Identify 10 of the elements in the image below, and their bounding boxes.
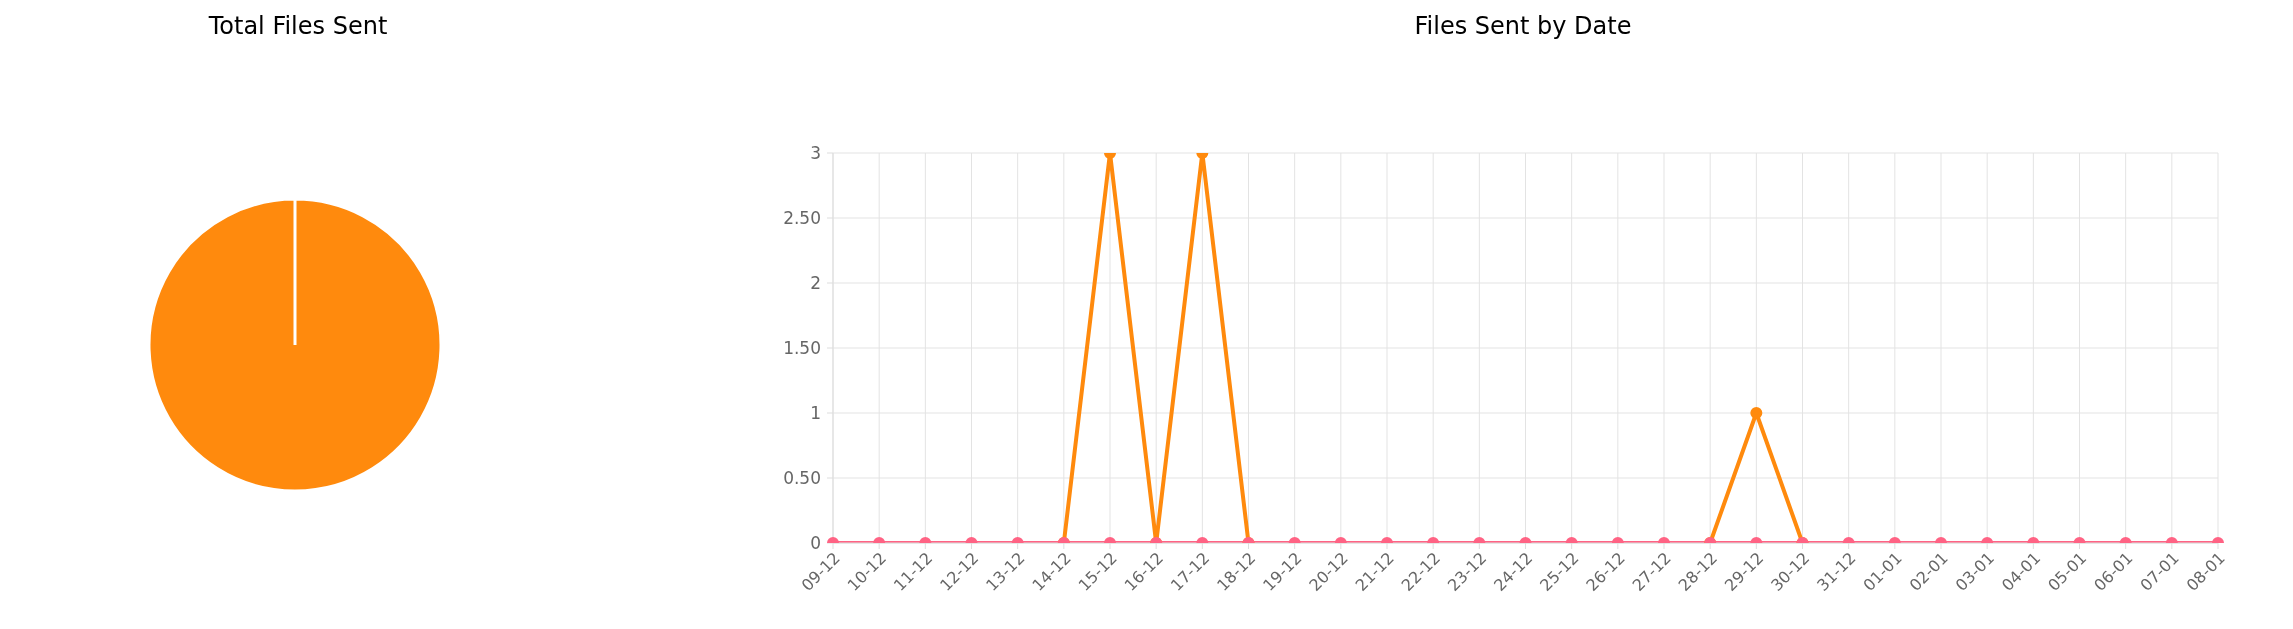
chart-title: Files Sent by Date bbox=[1413, 12, 1633, 40]
chart-title: Total Files Sent bbox=[207, 12, 389, 40]
y-tick-label: 1.50 bbox=[783, 338, 821, 358]
y-tick-label: 2 bbox=[810, 273, 821, 293]
y-tick-label: 1 bbox=[810, 403, 821, 423]
y-tick-label: 2.50 bbox=[783, 208, 821, 228]
y-tick-label: 3 bbox=[810, 143, 821, 163]
point bbox=[1750, 407, 1763, 419]
y-tick-label: 0.50 bbox=[783, 468, 821, 488]
y-tick-label: 0 bbox=[810, 533, 821, 553]
